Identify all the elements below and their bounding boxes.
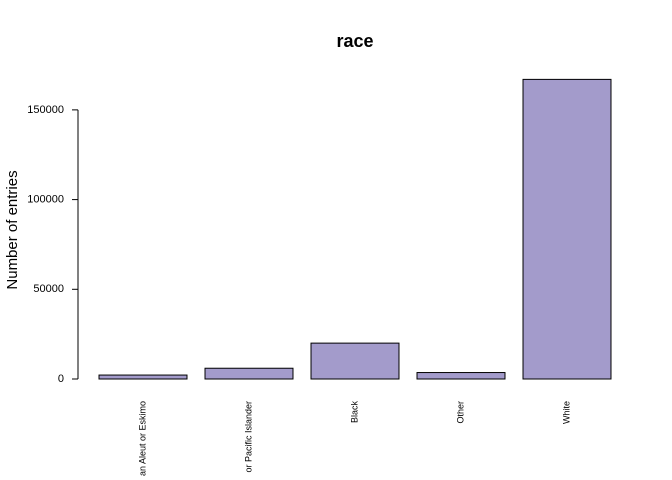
y-tick-label: 0: [58, 373, 64, 385]
chart-title: race: [336, 31, 373, 51]
y-tick-label: 50000: [33, 283, 64, 295]
y-tick-label: 150000: [27, 104, 64, 116]
bar: [310, 342, 400, 380]
x-tick-label: or Pacific Islander: [243, 401, 253, 473]
bar: [416, 372, 506, 380]
bar: [522, 78, 612, 380]
x-tick-label: Other: [455, 401, 465, 424]
y-tick-label: 100000: [27, 193, 64, 205]
bar: [98, 374, 188, 380]
bar: [204, 367, 294, 380]
x-tick-label: White: [561, 401, 571, 424]
x-tick-label: Black: [349, 401, 359, 424]
x-tick-label: an Aleut or Eskimo: [137, 401, 147, 476]
y-axis-label: Number of entries: [4, 170, 21, 289]
